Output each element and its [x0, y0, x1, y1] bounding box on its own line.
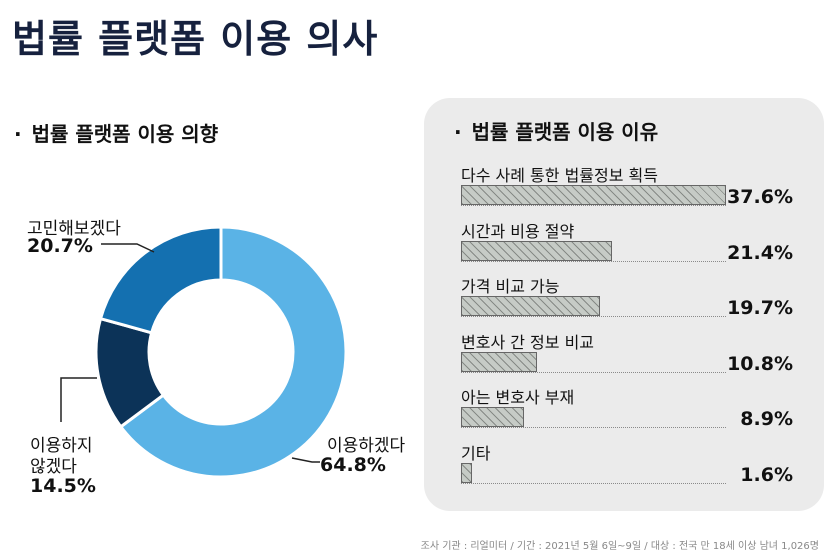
bar-baseline	[461, 260, 726, 262]
bar-value-label: 19.7%	[727, 297, 793, 319]
bar-value-label: 10.8%	[727, 352, 793, 375]
bar-baseline	[461, 482, 726, 484]
bar-category-label: 기타	[461, 443, 491, 463]
bar	[461, 185, 726, 205]
bar-value-label: 21.4%	[727, 241, 793, 264]
bar-value-label: 1.6%	[740, 463, 793, 486]
bar-baseline	[461, 371, 726, 373]
bar-baseline	[461, 316, 726, 317]
bar	[461, 240, 612, 261]
bar	[461, 351, 538, 372]
label-undecided: 고민해보겠다	[27, 219, 121, 239]
bar-baseline	[461, 205, 726, 206]
value-not-use: 14.5%	[30, 475, 96, 497]
leader-line-undecided	[101, 243, 155, 253]
bar-baseline	[461, 427, 726, 428]
bar-category-label: 아는 변호사 부재	[461, 388, 575, 407]
bullet-icon: ·	[14, 122, 22, 146]
bar-section-title: · 법률 플랫폼 이용 이유	[454, 116, 658, 145]
value-will-use: 64.8%	[320, 454, 386, 476]
bar-section-title-text: 법률 플랫폼 이용 이유	[471, 120, 659, 144]
bar-category-label: 다수 사례 통한 법률정보 획득	[461, 166, 658, 185]
bar-value-label: 8.9%	[740, 408, 793, 430]
label-not-use-line1: 이용하지	[30, 436, 93, 456]
bar	[461, 296, 600, 316]
label-not-use-line2: 않겠다	[30, 457, 77, 477]
page-title: 법률 플랫폼 이용 의사	[12, 17, 379, 61]
bar-category-label: 시간과 비용 절약	[461, 221, 575, 241]
bar-value-label: 37.6%	[727, 186, 793, 208]
donut-section-title: · 법률 플랫폼 이용 의향	[14, 118, 218, 147]
donut-slice-undecided	[98, 225, 223, 335]
bar-category-label: 가격 비교 가능	[461, 277, 560, 296]
leader-line-not-use	[60, 377, 97, 422]
bar	[461, 462, 473, 483]
bar	[461, 407, 524, 427]
donut-section-title-text: 법률 플랫폼 이용 의향	[31, 122, 219, 146]
donut-slice-will-use	[118, 225, 348, 479]
bar-category-label: 변호사 간 정보 비교	[461, 332, 595, 352]
leader-line-will-use	[291, 457, 320, 463]
bullet-icon: ·	[454, 120, 462, 144]
label-will-use: 이용하겠다	[327, 436, 406, 456]
value-undecided: 20.7%	[27, 235, 93, 257]
survey-footnote: 조사 기관 : 리얼미터 / 기간 : 2021년 5월 6일~9일 / 대상 …	[420, 541, 819, 552]
